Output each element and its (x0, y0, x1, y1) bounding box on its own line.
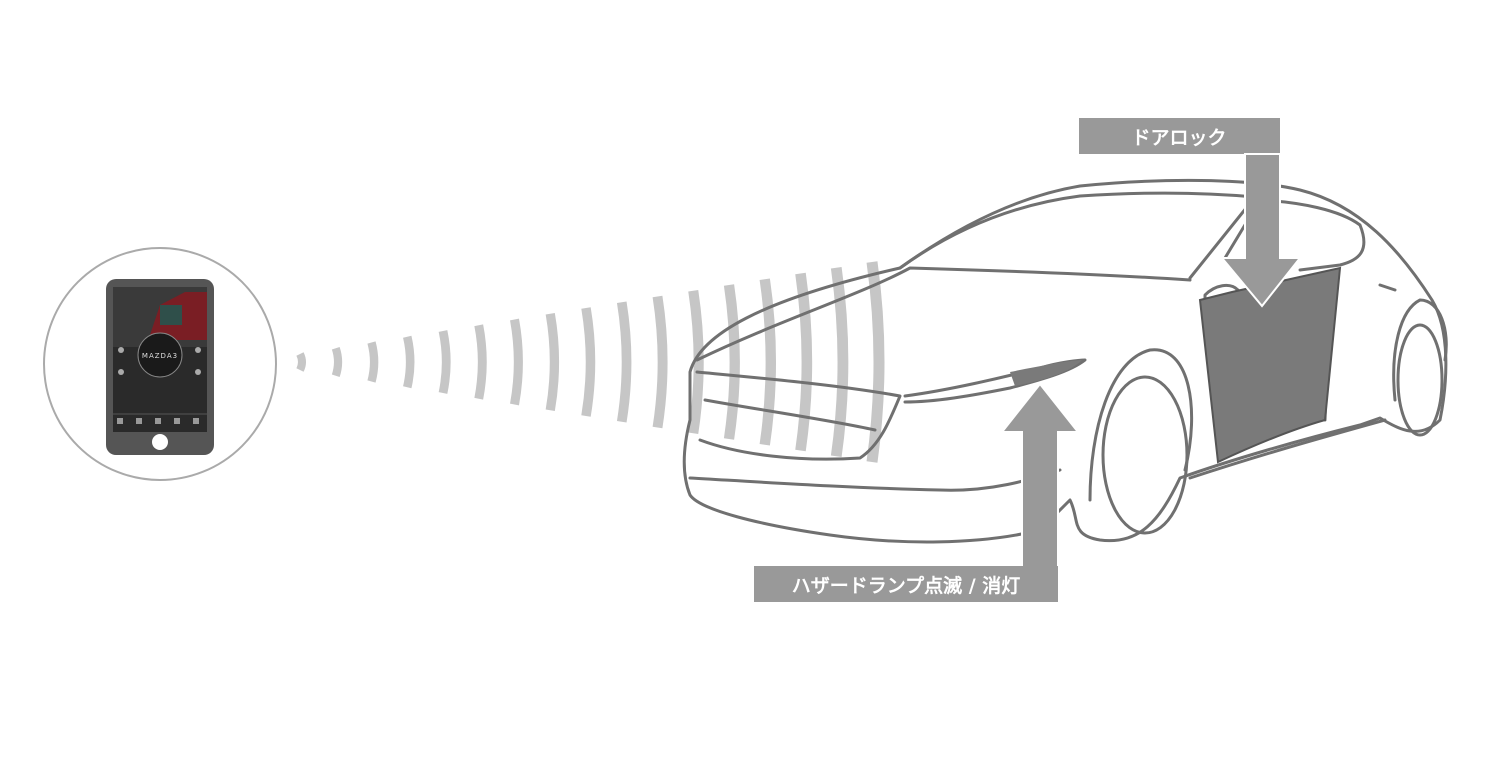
signal-wave-arc (581, 307, 596, 417)
door-lock-label-bg (1079, 118, 1280, 154)
arrow-down-icon (1219, 153, 1303, 308)
signal-wave-arc (759, 278, 776, 446)
signal-wave-arc (795, 272, 813, 452)
door-lock-callout: ドアロック (1079, 118, 1303, 308)
car-illustration (682, 178, 1448, 544)
signal-wave-arc (438, 330, 451, 394)
signal-waves-icon (296, 261, 885, 463)
hazard-label: ハザードランプ点滅 / 消灯 (792, 574, 1021, 597)
door-lock-label: ドアロック (1131, 127, 1226, 149)
signal-wave-arc (616, 301, 632, 423)
phone-brand-text: MAZDA3 (142, 352, 178, 360)
arrow-up-icon (999, 382, 1081, 569)
smartphone-group: MAZDA3 (43, 247, 277, 481)
signal-wave-arc (403, 335, 415, 389)
signal-wave-arc (652, 295, 668, 429)
signal-wave-arc (510, 318, 523, 406)
signal-wave-arc (474, 324, 487, 400)
hazard-callout: ハザードランプ点滅 / 消灯 (754, 382, 1081, 602)
door-panel (1198, 266, 1342, 464)
signal-wave-arc (688, 289, 704, 435)
signal-wave-arc (296, 352, 306, 372)
signal-wave-arc (367, 341, 379, 383)
signal-wave-arc (866, 261, 885, 463)
signal-wave-arc (545, 312, 560, 412)
smartphone-icon (106, 279, 214, 455)
headlight-highlight (1010, 360, 1082, 386)
signal-wave-arc (723, 284, 740, 440)
signal-wave-arc (830, 266, 849, 458)
hazard-label-bg (754, 566, 1058, 602)
signal-wave-arc (331, 346, 343, 378)
car-silhouette (682, 178, 1448, 544)
